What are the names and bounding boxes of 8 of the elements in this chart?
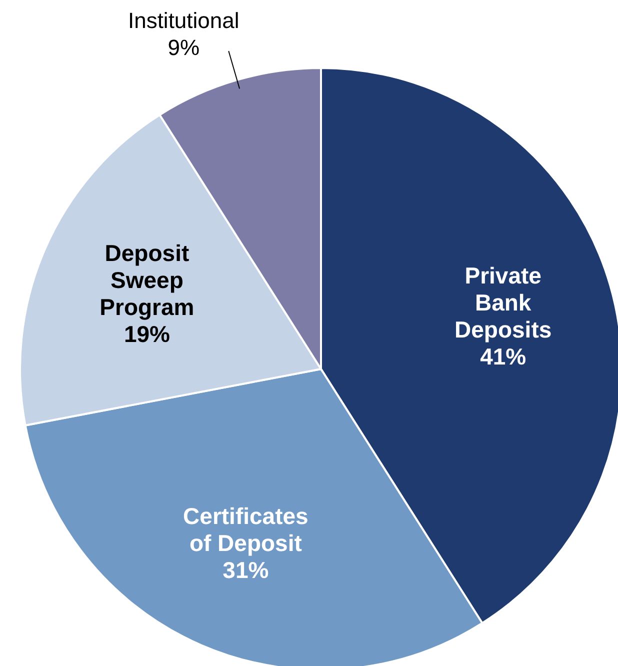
slice-label: Certificates of Deposit (183, 503, 308, 556)
slice-label: Institutional (128, 8, 240, 34)
data-label: 19% (124, 321, 170, 348)
data-label: 31% (222, 557, 269, 584)
slice-label: Deposit Sweep Program (100, 240, 194, 320)
data-label: 41% (480, 344, 526, 370)
data-label: 9% (168, 35, 200, 60)
slice-label: Private Bank Deposits (454, 262, 552, 343)
